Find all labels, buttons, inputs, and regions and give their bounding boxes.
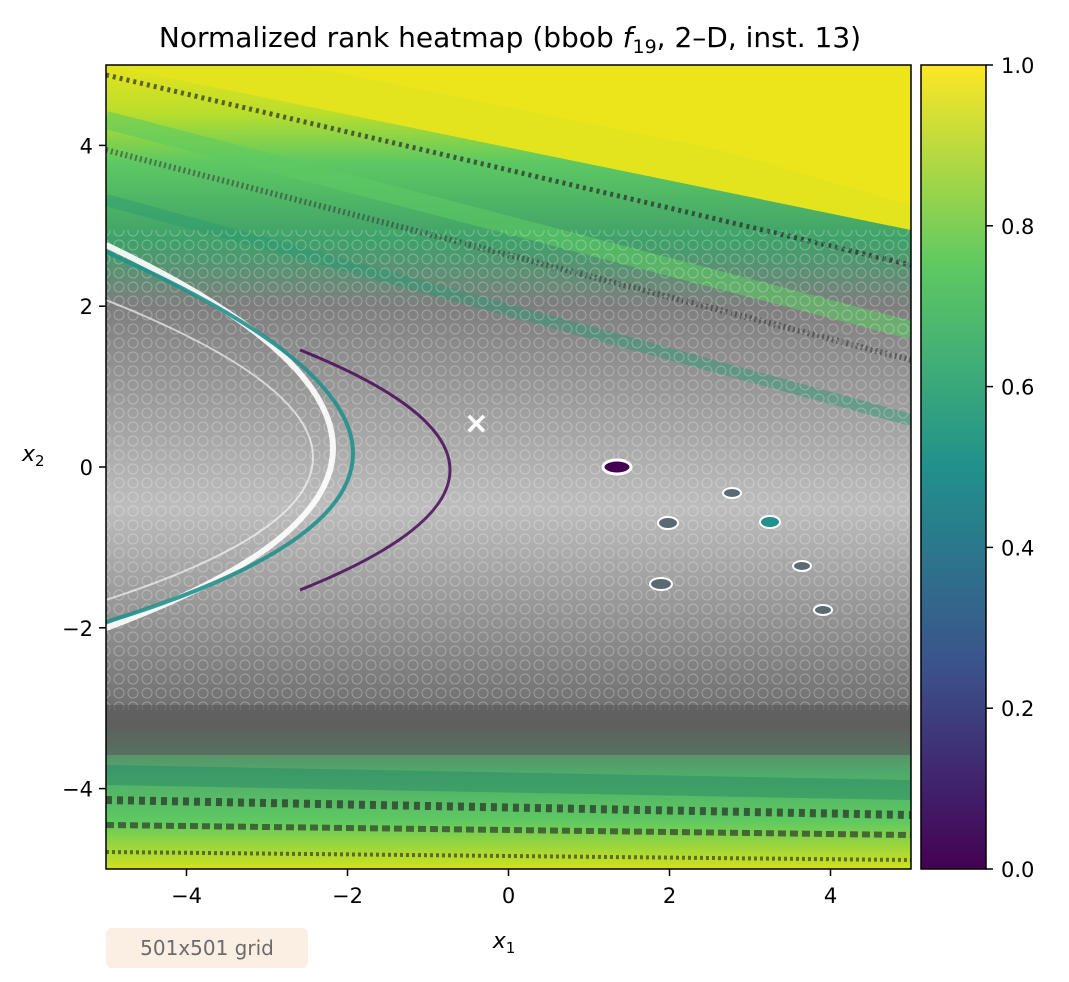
colorbar-tick-label: 1.0 <box>1001 54 1034 78</box>
x-tick-label: 0 <box>502 884 515 908</box>
heatmap-area: × <box>106 65 911 869</box>
colorbar-tick-label: 0.4 <box>1001 536 1034 560</box>
chart-title: Normalized rank heatmap (bbob f19, 2–D, … <box>159 21 861 58</box>
colorbar <box>920 64 987 870</box>
y-axis-label: x2 <box>21 442 45 470</box>
y-tick-label: 2 <box>80 295 93 319</box>
x-tick-label: 4 <box>824 884 837 908</box>
x-tick-label: 2 <box>663 884 676 908</box>
grid-size-badge: 501x501 grid <box>106 928 308 968</box>
optimum-marker: × <box>464 406 489 441</box>
y-tick-label: 0 <box>80 456 93 480</box>
x-tick-label: −4 <box>171 884 202 908</box>
y-tick-label: −2 <box>62 617 93 641</box>
x-tick-label: −2 <box>332 884 363 908</box>
y-axis: −4 −2 0 2 4 <box>62 134 106 802</box>
optimum-marker-symbol: × <box>464 406 489 441</box>
colorbar-tick-label: 0.6 <box>1001 376 1034 400</box>
y-tick-label: −4 <box>62 778 93 802</box>
colorbar-axis: 0.0 0.2 0.4 0.6 0.8 1.0 <box>986 54 1034 882</box>
colorbar-tick-label: 0.8 <box>1001 215 1034 239</box>
colorbar-tick-label: 0.0 <box>1001 858 1034 882</box>
x-axis: −4 −2 0 2 4 <box>171 869 837 908</box>
x-axis-label: x1 <box>492 929 516 957</box>
y-tick-label: 4 <box>80 134 93 158</box>
colorbar-tick-label: 0.2 <box>1001 697 1034 721</box>
